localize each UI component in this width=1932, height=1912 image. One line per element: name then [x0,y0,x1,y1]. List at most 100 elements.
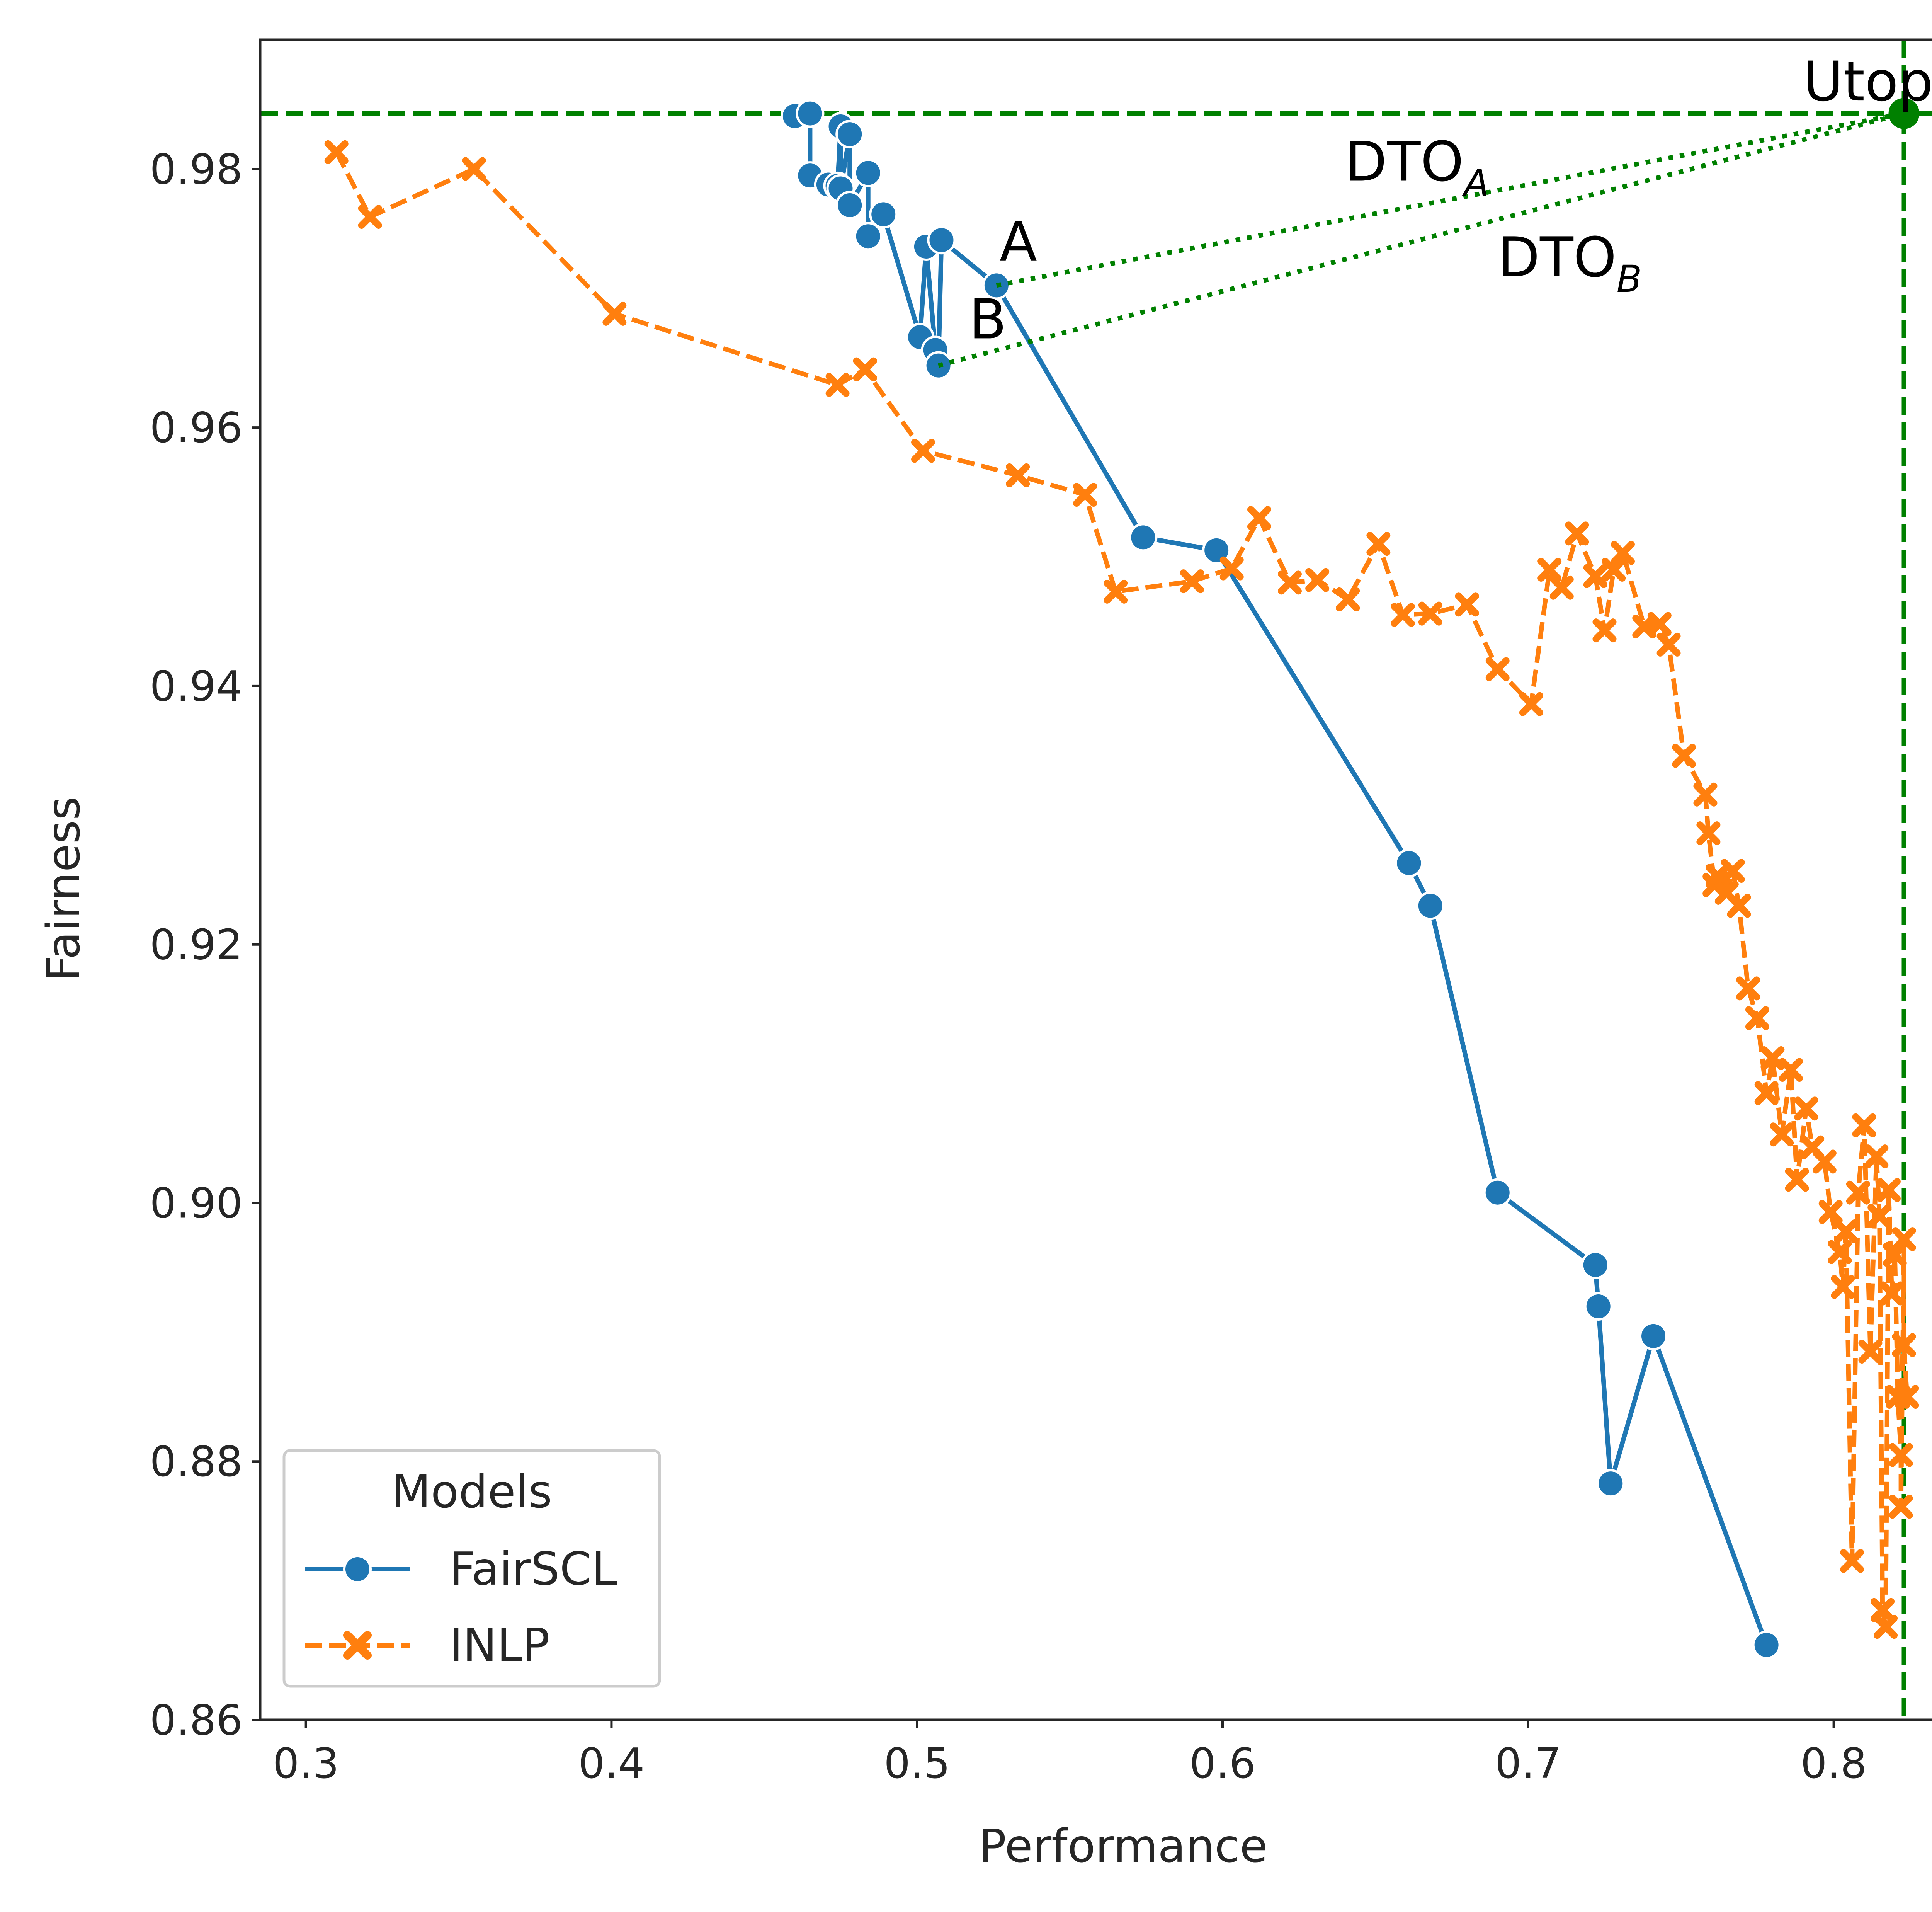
x-tick-label-4: 0.7 [1495,1740,1561,1788]
legend-marker-inlp [343,1631,372,1660]
plot-frame [259,38,1932,1721]
data-point-inlp-10 [1180,569,1204,594]
data-point-inlp-54 [1840,1549,1864,1573]
data-point-inlp-31 [1656,632,1681,657]
data-point-inlp-33 [1693,782,1718,807]
data-point-fairscl-7 [835,120,864,149]
data-point-inlp-58 [1864,1144,1889,1169]
data-point-inlp-50 [1818,1200,1843,1224]
series-line-fairscl [794,111,1769,1646]
data-point-inlp-67 [1889,1495,1913,1519]
data-point-inlp-41 [1745,1006,1769,1030]
distance-line-1 [938,111,1905,368]
data-point-inlp-9 [1104,579,1128,604]
data-point-fairscl-10 [854,222,883,251]
data-point-inlp-45 [1779,1058,1803,1082]
data-point-inlp-63 [1879,1281,1904,1306]
y-tick-label-2: 0.90 [150,1179,243,1228]
data-point-inlp-27 [1602,557,1626,582]
x-tick-label-5: 0.8 [1801,1740,1867,1788]
data-point-inlp-44 [1770,1122,1794,1147]
data-point-inlp-14 [1305,568,1330,592]
plot-area: UtopiaDTOADTOBAB [260,40,1932,1720]
data-point-inlp-12 [1247,506,1271,530]
data-point-inlp-16 [1366,532,1391,556]
y-axis-title: Fairness [37,797,90,982]
x-tick-label-1: 0.4 [578,1740,645,1788]
x-tick-label-2: 0.5 [884,1740,950,1788]
y-tick-label-5: 0.96 [150,404,243,452]
data-point-inlp-39 [1727,894,1751,918]
data-point-inlp-0 [324,140,349,164]
y-tick-label-3: 0.92 [150,921,243,969]
data-point-inlp-21 [1519,692,1543,716]
annotation-1-subscript: A [1461,162,1489,205]
data-point-inlp-6 [911,439,935,463]
data-point-inlp-70 [1895,1385,1919,1409]
data-point-fairscl-18 [1129,523,1158,552]
annotation-3: A [1000,210,1037,274]
data-point-inlp-59 [1867,1204,1892,1228]
data-point-inlp-15 [1336,587,1360,611]
data-point-fairscl-11 [869,200,898,229]
utopia-point [1888,98,1920,129]
data-point-inlp-55 [1846,1180,1870,1205]
data-point-fairscl-21 [1416,891,1445,920]
data-point-inlp-51 [1828,1240,1852,1264]
data-point-inlp-56 [1852,1113,1876,1137]
data-point-inlp-52 [1831,1275,1855,1299]
data-point-inlp-61 [1874,1615,1898,1639]
data-point-inlp-22 [1537,557,1562,582]
data-point-inlp-40 [1736,976,1760,1001]
data-point-inlp-62 [1876,1178,1901,1202]
data-point-inlp-8 [1073,483,1097,507]
data-point-fairscl-8 [835,191,864,220]
data-point-inlp-28 [1611,541,1635,565]
data-point-inlp-69 [1892,1333,1916,1357]
legend-entry-fairscl: FairSCL [305,1542,617,1595]
legend: Models FairSCL INLP [282,1449,661,1688]
data-point-inlp-26 [1592,618,1617,643]
x-tick-label-3: 0.6 [1189,1740,1256,1788]
annotation-2: DTOB [1498,226,1642,301]
data-point-inlp-7 [1006,463,1030,487]
y-tick-label-0: 0.86 [150,1696,243,1745]
data-point-fairscl-25 [1596,1469,1625,1498]
data-point-inlp-47 [1794,1096,1818,1121]
data-point-inlp-57 [1858,1340,1883,1364]
data-point-fairscl-27 [1752,1631,1781,1660]
data-point-inlp-13 [1277,570,1302,595]
data-point-fairscl-1 [796,99,825,128]
data-point-inlp-30 [1647,612,1672,636]
data-point-inlp-38 [1721,859,1745,883]
data-point-inlp-11 [1219,556,1244,581]
data-point-fairscl-20 [1395,849,1423,878]
y-tick-label-4: 0.94 [150,662,243,711]
data-point-inlp-23 [1549,575,1574,600]
series-line-inlp [334,151,1910,1629]
legend-marker-fairscl [343,1555,372,1583]
data-point-inlp-43 [1760,1046,1785,1070]
data-point-fairscl-16 [927,226,956,255]
data-point-inlp-17 [1391,603,1415,627]
data-point-inlp-4 [825,373,850,397]
data-point-inlp-2 [462,157,486,181]
y-tick-label-1: 0.88 [150,1438,243,1486]
data-point-fairscl-26 [1639,1321,1668,1350]
data-point-fairscl-22 [1483,1178,1512,1207]
legend-title: Models [391,1465,552,1518]
data-point-inlp-24 [1565,521,1589,546]
data-point-inlp-64 [1883,1243,1907,1267]
legend-frame [282,1449,661,1688]
data-point-inlp-66 [1889,1443,1913,1467]
data-point-inlp-49 [1812,1149,1837,1174]
data-point-inlp-18 [1418,601,1442,626]
data-point-inlp-19 [1455,592,1479,617]
legend-entry-inlp: INLP [305,1618,550,1672]
data-point-fairscl-9 [854,158,883,187]
data-point-inlp-25 [1583,564,1607,588]
data-point-inlp-5 [853,357,877,381]
annotation-4: B [969,288,1007,351]
data-point-inlp-34 [1696,821,1721,846]
